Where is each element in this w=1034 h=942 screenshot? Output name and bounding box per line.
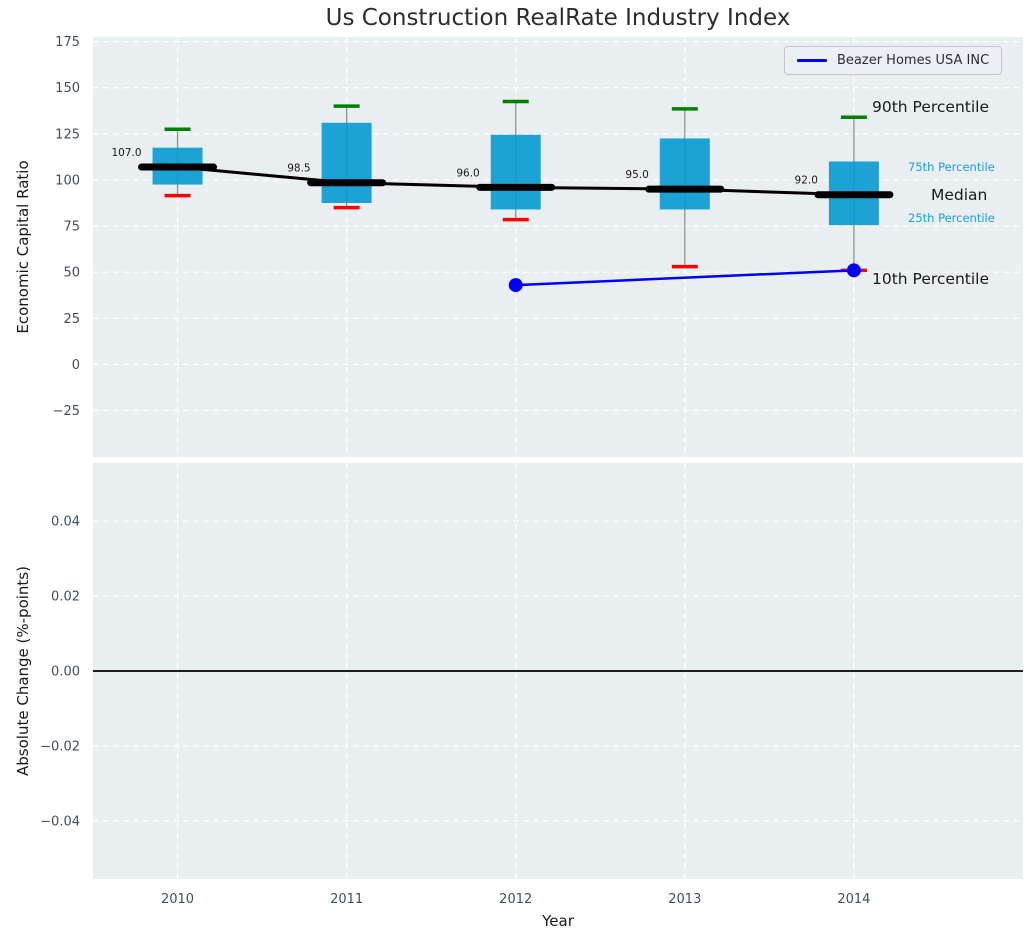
legend: Beazer Homes USA INC [784,46,1003,75]
x-tick-label: 2010 [161,892,194,907]
y-tick-label: 150 [55,81,80,96]
y-tick-label: 0.02 [51,590,80,605]
legend-label: Beazer Homes USA INC [837,53,990,68]
y-tick-label: 100 [55,173,80,188]
top-axes-background [93,37,1023,457]
y-tick-label: 75 [63,220,80,235]
x-tick-label: 2012 [499,892,532,907]
median-value-label: 95.0 [625,169,648,181]
percentile-annotation: 90th Percentile [872,98,989,116]
x-tick-label: 2014 [837,892,870,907]
median-value-label: 96.0 [456,167,479,179]
bottom-y-axis-label: Absolute Change (%-points) [14,566,32,776]
percentile-annotation: 75th Percentile [908,160,995,174]
y-tick-label: 175 [55,35,80,50]
y-tick-label: 25 [63,312,80,327]
percentile-annotation: 10th Percentile [872,270,989,288]
iqr-box [490,134,541,210]
y-tick-label: 0 [72,358,80,373]
x-tick-label: 2013 [668,892,701,907]
y-tick-label: −0.04 [40,814,80,829]
top-y-axis-label: Economic Capital Ratio [14,160,32,334]
y-tick-label: 0.04 [51,515,80,530]
x-axis-label: Year [542,912,574,930]
percentile-annotation: Median [931,186,987,204]
y-tick-label: 125 [55,127,80,142]
median-value-label: 107.0 [111,147,141,159]
median-value-label: 92.0 [795,175,818,187]
y-tick-label: 0.00 [51,665,80,680]
company-line [515,269,854,287]
x-tick-label: 2011 [330,892,363,907]
median-value-label: 98.5 [287,163,310,175]
legend-line-sample [797,59,827,62]
iqr-box [321,122,372,204]
y-tick-label: 50 [63,266,80,281]
company-marker [846,263,861,278]
y-tick-label: −25 [53,404,80,419]
iqr-box [659,138,710,210]
y-tick-label: −0.02 [40,739,80,754]
percentile-annotation: 25th Percentile [908,211,995,225]
company-marker [508,278,523,293]
chart-title: Us Construction RealRate Industry Index [325,5,791,31]
